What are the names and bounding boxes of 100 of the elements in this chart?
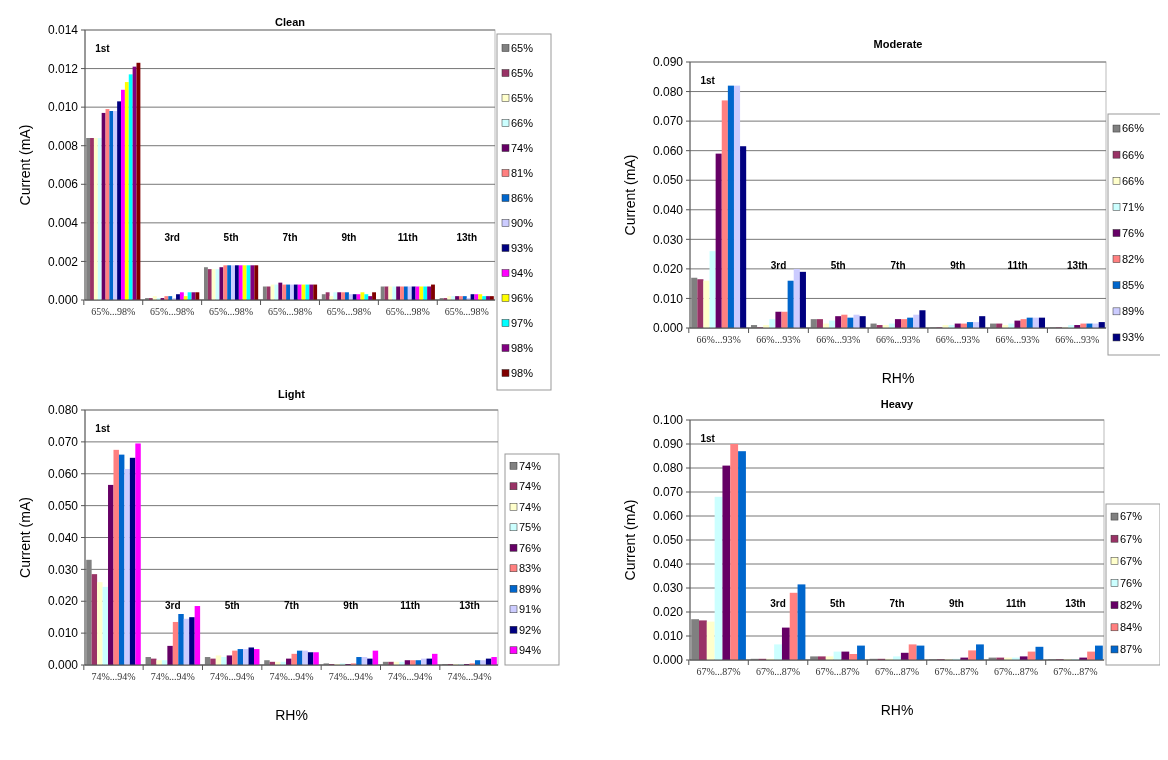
y-tick-label: 0.010 <box>47 626 79 641</box>
legend-label: 83% <box>519 562 542 575</box>
y-tick-label: 0.090 <box>652 55 684 70</box>
x-axis-title: RH% <box>881 370 915 386</box>
x-tick-label: 67%...87% <box>934 666 979 677</box>
annotation: 5th <box>830 260 846 272</box>
y-tick-label: 0.000 <box>47 658 79 673</box>
legend-label: 98% <box>511 341 534 354</box>
legend-label: 75% <box>519 521 542 534</box>
y-tick-label: 0.040 <box>652 557 684 572</box>
y-tick-label: 0.070 <box>47 435 79 450</box>
annotation: 11th <box>1007 260 1028 272</box>
x-tick-label: 66%...93% <box>1055 334 1100 345</box>
x-tick-label: 67%...87% <box>815 666 860 677</box>
legend-label: 76% <box>519 541 542 554</box>
legend-label: 90% <box>511 216 534 229</box>
annotation: 5th <box>224 599 240 611</box>
legend-label: 93% <box>1122 331 1145 344</box>
y-tick-label: 0.080 <box>47 403 79 418</box>
y-tick-label: 0.000 <box>652 653 684 668</box>
y-tick-label: 0.030 <box>47 562 79 577</box>
y-tick-label: 0.010 <box>47 100 79 115</box>
legend-label: 81% <box>511 166 534 179</box>
legend-label: 89% <box>1122 305 1145 318</box>
legend-label: 76% <box>1120 576 1143 589</box>
x-tick-label: 74%...94% <box>328 671 373 682</box>
y-tick-label: 0.050 <box>652 173 684 188</box>
y-axis-title: Current (mA) <box>622 499 638 581</box>
legend-label: 85% <box>1122 279 1145 292</box>
annotation: 3rd <box>165 599 181 611</box>
legend-label: 74% <box>519 459 542 472</box>
legend-label: 86% <box>511 191 534 204</box>
y-tick-label: 0.060 <box>652 509 684 524</box>
legend-label: 74% <box>511 141 534 154</box>
y-tick-label: 0.012 <box>47 61 79 76</box>
annotation: 13th <box>456 231 478 243</box>
y-tick-label: 0.060 <box>47 466 79 481</box>
annotation: 3rd <box>770 260 787 272</box>
annotation: 9th <box>343 599 359 611</box>
legend-label: 96% <box>511 291 534 304</box>
y-tick-label: 0.090 <box>652 437 684 452</box>
y-tick-label: 0.080 <box>652 84 684 99</box>
x-tick-label: 65%...98% <box>385 306 430 317</box>
x-axis-title: RH% <box>275 707 308 723</box>
y-tick-label: 0.020 <box>652 262 684 277</box>
annotation: 11th <box>1005 598 1026 610</box>
y-tick-label: 0.010 <box>652 291 684 306</box>
legend-label: 65% <box>511 41 534 54</box>
annotation: 9th <box>950 260 966 272</box>
annotation: 9th <box>948 598 964 610</box>
legend-label: 74% <box>519 500 542 513</box>
legend-label: 74% <box>519 480 542 493</box>
x-tick-label: 66%...93% <box>935 334 980 345</box>
legend-label: 66% <box>511 116 534 129</box>
y-tick-label: 0.070 <box>652 114 684 129</box>
y-tick-label: 0.030 <box>652 232 684 247</box>
legend-label: 71% <box>1122 200 1145 213</box>
legend-label: 84% <box>1120 621 1143 634</box>
x-tick-label: 65%...98% <box>91 306 136 317</box>
y-tick-label: 0.030 <box>652 581 684 596</box>
legend-label: 66% <box>1122 174 1145 187</box>
annotation: 5th <box>830 598 846 610</box>
y-tick-label: 0.080 <box>652 461 684 476</box>
y-tick-label: 0.002 <box>47 254 79 269</box>
x-tick-label: 74%...94% <box>150 671 195 682</box>
annotation: 11th <box>400 599 421 611</box>
annotation: 1st <box>95 43 111 54</box>
legend-label: 98% <box>511 366 534 379</box>
annotation: 1st <box>700 75 716 86</box>
chart-title: Clean <box>275 16 306 28</box>
chart-title: Heavy <box>880 398 915 410</box>
x-tick-label: 67%...87% <box>755 666 801 677</box>
x-tick-label: 66%...93% <box>816 334 861 345</box>
annotation: 13th <box>1067 260 1088 272</box>
y-tick-label: 0.008 <box>47 138 79 153</box>
x-tick-label: 65%...98% <box>267 306 313 317</box>
y-tick-label: 0.020 <box>652 605 684 620</box>
legend-label: 93% <box>511 241 534 254</box>
x-tick-label: 65%...98% <box>444 306 489 317</box>
y-tick-label: 0.010 <box>652 629 684 644</box>
y-tick-label: 0.050 <box>47 498 79 513</box>
x-tick-label: 67%...87% <box>993 666 1039 677</box>
y-tick-label: 0.006 <box>47 177 79 192</box>
y-axis-title: Current (mA) <box>17 497 33 578</box>
legend-label: 97% <box>511 316 534 329</box>
y-tick-label: 0.060 <box>652 143 684 158</box>
chart-title: Moderate <box>873 38 923 50</box>
annotation: 5th <box>223 231 239 243</box>
y-tick-label: 0.050 <box>652 533 684 548</box>
y-tick-label: 0.040 <box>47 530 79 545</box>
x-tick-label: 67%...87% <box>1053 666 1098 677</box>
legend-label: 65% <box>511 91 534 104</box>
legend-label: 94% <box>519 644 542 657</box>
annotation: 3rd <box>164 231 180 243</box>
x-tick-label: 74%...94% <box>210 671 255 682</box>
annotation: 1st <box>95 423 111 434</box>
legend-label: 94% <box>511 266 534 279</box>
y-tick-label: 0.004 <box>47 216 79 231</box>
annotation: 9th <box>341 231 357 243</box>
y-tick-label: 0.020 <box>47 594 79 609</box>
